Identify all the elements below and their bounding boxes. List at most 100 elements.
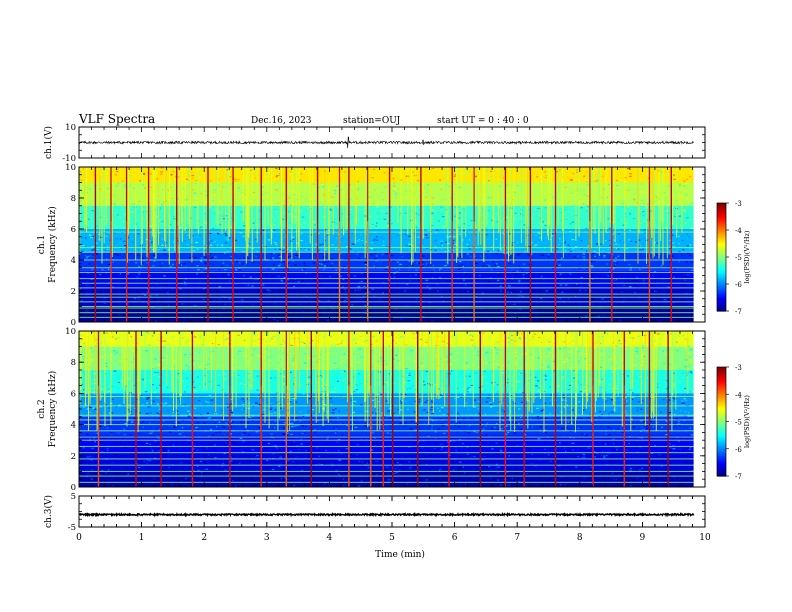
psd-speckle (363, 175, 366, 177)
psd-speckle (418, 189, 420, 191)
psd-speckle (506, 195, 509, 197)
psd-speckle (642, 353, 644, 355)
psd-speckle (254, 368, 258, 370)
psd-speckle (667, 286, 670, 288)
psd-speckle (350, 199, 353, 201)
psd-speckle (194, 291, 197, 293)
psd-speckle (141, 378, 145, 380)
psd-speckle (484, 170, 487, 172)
psd-speckle (690, 186, 692, 189)
psd-speckle (379, 357, 382, 359)
psd-speckle (425, 234, 428, 236)
psd-speckle (585, 310, 587, 312)
psd-speckle (184, 284, 187, 286)
psd-speckle (249, 205, 252, 207)
psd-speckle (391, 254, 394, 257)
psd-speckle (224, 303, 227, 305)
psd-speckle (327, 260, 329, 262)
psd-speckle (558, 169, 561, 171)
psd-speckle (319, 354, 322, 356)
psd-speckle (679, 183, 681, 185)
weak-sferic (247, 167, 249, 257)
psd-speckle (340, 285, 343, 287)
psd-speckle (200, 193, 203, 195)
psd-speckle (582, 256, 586, 258)
psd-speckle (211, 256, 214, 258)
psd-speckle (309, 207, 313, 209)
psd-speckle (683, 279, 687, 281)
psd-speckle (330, 256, 332, 258)
psd-speckle (123, 227, 126, 229)
psd-speckle (678, 215, 682, 217)
psd-speckle (212, 308, 215, 310)
psd-speckle (584, 290, 588, 292)
psd-speckle (490, 175, 493, 178)
psd-speckle (119, 311, 121, 313)
psd-speckle (639, 179, 642, 181)
psd-speckle (454, 360, 456, 362)
psd-speckle (386, 286, 389, 288)
psd-speckle (422, 292, 425, 294)
psd-speckle (148, 344, 151, 346)
psd-speckle (130, 298, 132, 300)
psd-speckle (217, 347, 220, 349)
psd-speckle (229, 176, 232, 178)
psd-speckle (181, 303, 183, 305)
psd-speckle (625, 348, 627, 350)
psd-speckle (618, 233, 620, 235)
psd-speckle (627, 168, 630, 170)
psd-speckle (545, 308, 549, 310)
psd-speckle (558, 318, 561, 320)
psd-speckle (616, 274, 619, 277)
psd-speckle (312, 183, 315, 185)
psd-speckle (87, 195, 90, 197)
weak-sferic (480, 167, 482, 245)
psd-speckle (213, 288, 216, 290)
weak-sferic (221, 167, 223, 234)
psd-speckle (293, 237, 295, 239)
psd-speckle (577, 360, 580, 362)
psd-speckle (612, 232, 616, 234)
psd-speckle (314, 230, 317, 232)
psd-speckle (414, 243, 418, 245)
transmitter-line (79, 259, 694, 261)
psd-speckle (643, 297, 647, 300)
psd-speckle (678, 320, 681, 322)
psd-speckle (561, 291, 564, 293)
psd-speckle (451, 169, 455, 171)
psd-speckle (188, 238, 191, 240)
psd-speckle (557, 297, 559, 299)
psd-speckle (292, 279, 295, 282)
psd-speckle (621, 202, 625, 204)
psd-speckle (519, 221, 523, 223)
psd-speckle (429, 216, 431, 218)
psd-speckle (501, 372, 504, 374)
psd-speckle (635, 300, 637, 302)
psd-speckle (584, 358, 587, 360)
psd-speckle (224, 375, 227, 378)
psd-speckle (423, 198, 426, 200)
psd-speckle (275, 176, 278, 178)
psd-speckle (282, 193, 284, 195)
psd-speckle (497, 250, 499, 252)
weak-sferic (456, 167, 458, 263)
psd-speckle (600, 353, 602, 355)
psd-speckle (288, 256, 290, 258)
transmitter-line (79, 312, 694, 314)
psd-speckle (575, 246, 578, 248)
psd-speckle (90, 345, 92, 347)
psd-speckle (247, 284, 250, 286)
psd-speckle (647, 304, 649, 306)
psd-speckle (81, 338, 83, 340)
psd-speckle (542, 170, 544, 172)
psd-speckle (127, 273, 129, 275)
psd-speckle (426, 206, 429, 208)
psd-speckle (246, 360, 250, 362)
psd-speckle (439, 253, 443, 255)
psd-speckle (142, 211, 144, 213)
psd-speckle (357, 181, 359, 183)
psd-speckle (329, 295, 331, 298)
psd-speckle (304, 203, 307, 206)
psd-speckle (140, 247, 142, 249)
psd-speckle (641, 345, 645, 347)
